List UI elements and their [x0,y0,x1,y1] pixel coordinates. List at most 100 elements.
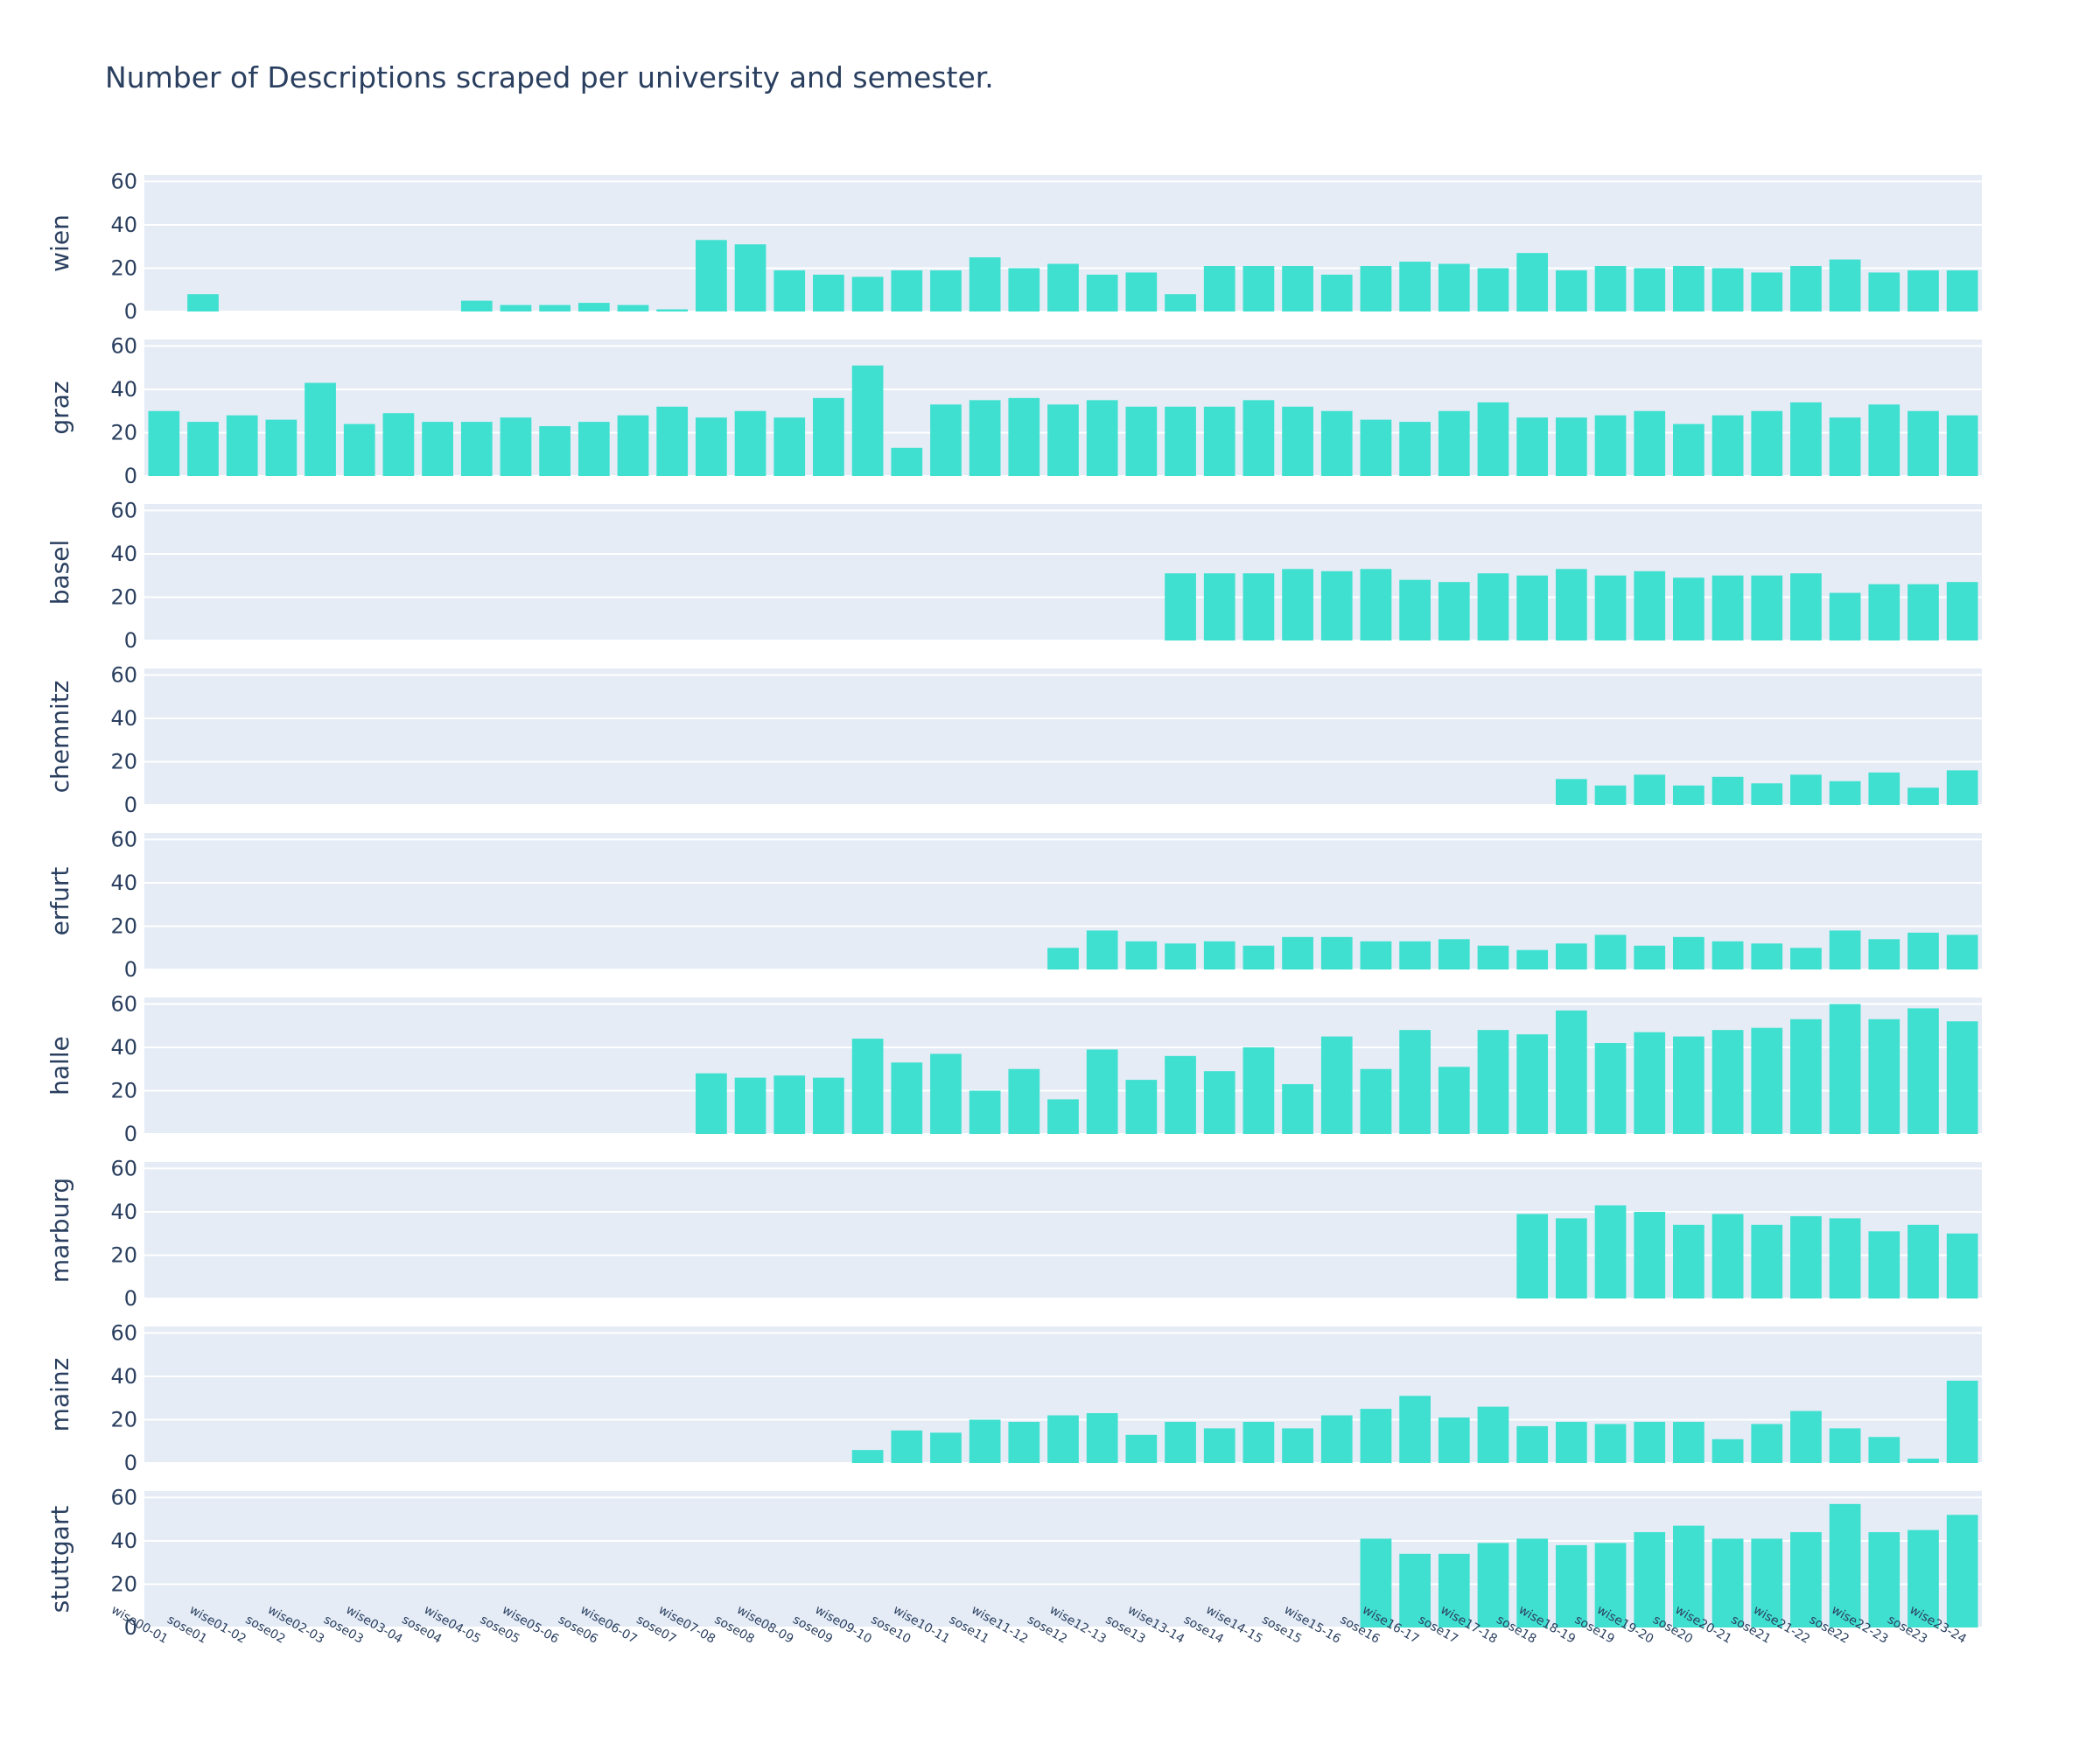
y-axis-label-erfurt: erfurt [46,867,74,936]
y-tick-label: 0 [124,1451,137,1475]
bar-chemnitz-wise23-24 [1946,770,1978,805]
bar-halle-sose22 [1829,1004,1861,1134]
bar-wien-sose13 [1125,272,1158,312]
bar-mainz-wise12-13 [1086,1413,1118,1463]
bar-mainz-wise18-19 [1555,1421,1587,1463]
bar-stuttgart-wise21-22 [1790,1532,1822,1628]
panels: 0 20 40 60 wien 0 20 40 60 graz 0 20 40 60 basel 0 20 40 6… [46,169,1982,1640]
y-axis-label-mainz: mainz [46,1358,74,1432]
bar-marburg-sose20 [1673,1224,1704,1298]
bar-wien-sose20 [1673,266,1704,312]
y-axis-label-wien: wien [46,214,74,272]
bar-mainz-sose22 [1829,1428,1861,1463]
bar-wien-sose22 [1829,259,1861,312]
bar-basel-wise13-14 [1165,573,1196,640]
bar-marburg-sose19 [1594,1205,1627,1298]
bar-basel-wise19-20 [1634,570,1666,640]
bar-halle-wise12-13 [1086,1049,1118,1134]
bar-mainz-sose18 [1516,1425,1549,1463]
bar-basel-wise15-16 [1320,570,1353,640]
bar-mainz-wise22-23 [1868,1437,1900,1463]
bar-graz-sose11 [969,400,1001,476]
bar-basel-wise17-18 [1477,573,1509,640]
bar-erfurt-sose22 [1829,930,1861,970]
bar-wien-wise06-07 [617,304,649,312]
bar-wien-wise19-20 [1634,268,1666,312]
bar-mainz-sose11 [969,1419,1001,1463]
bar-mainz-sose16 [1360,1409,1392,1463]
y-tick-label: 0 [124,1122,137,1146]
bar-wien-wise12-13 [1086,274,1118,312]
bar-graz-sose03 [343,424,375,476]
y-tick-label: 40 [110,871,137,895]
bar-mainz-sose19 [1594,1424,1627,1463]
bar-halle-sose18 [1516,1034,1549,1134]
bar-mainz-wise15-16 [1320,1415,1353,1463]
bar-stuttgart-wise19-20 [1634,1532,1666,1628]
bar-erfurt-wise14-15 [1242,945,1275,970]
y-tick-label: 40 [110,377,137,402]
bar-basel-wise16-17 [1399,579,1431,640]
bar-wien-wise04-05 [460,300,493,312]
plot-area-chemnitz [144,668,1982,805]
bar-halle-sose17 [1438,1067,1470,1134]
bar-graz-wise16-17 [1399,422,1431,476]
bar-graz-wise23-24 [1946,415,1978,476]
bar-graz-wise11-12 [1008,397,1040,476]
bar-mainz-wise13-14 [1165,1421,1196,1463]
bar-graz-wise19-20 [1634,410,1666,476]
bar-graz-wise05-06 [539,426,571,476]
bar-halle-sose16 [1360,1068,1392,1134]
bar-stuttgart-wise17-18 [1477,1543,1509,1628]
bar-erfurt-wise21-22 [1790,948,1822,970]
bar-halle-wise09-10 [851,1039,884,1134]
bar-erfurt-sose12 [1047,948,1079,970]
panel-stuttgart: 0 20 40 60 stuttgart [46,1485,1982,1640]
bar-basel-wise20-21 [1712,575,1744,640]
bar-mainz-wise21-22 [1790,1410,1822,1463]
bar-chemnitz-sose21 [1751,783,1783,805]
bar-wien-sose10 [891,270,923,312]
bar-basel-sose21 [1751,575,1783,640]
bar-wien-wise18-19 [1555,270,1587,312]
bar-wien-sose06 [578,303,610,312]
bar-wien-wise05-06 [539,304,571,312]
bar-wien-wise10-11 [930,270,962,312]
y-axis-label-stuttgart: stuttgart [46,1506,74,1614]
bar-wien-wise13-14 [1165,294,1196,312]
bar-erfurt-sose16 [1360,941,1392,970]
bar-graz-wise10-11 [930,404,962,476]
bar-mainz-wise17-18 [1477,1406,1509,1463]
y-tick-label: 60 [110,1485,137,1509]
bar-erfurt-sose20 [1673,936,1704,970]
bar-wien-wise11-12 [1008,268,1040,312]
bar-marburg-sose23 [1908,1224,1939,1298]
bar-mainz-sose10 [891,1430,923,1463]
bar-graz-sose20 [1673,424,1704,476]
bar-erfurt-wise12-13 [1086,930,1118,970]
y-tick-label: 20 [110,1407,137,1432]
bar-graz-sose17 [1438,410,1470,476]
bar-graz-sose07 [656,406,689,476]
bar-marburg-sose22 [1829,1218,1861,1298]
bar-basel-wise23-24 [1946,582,1978,640]
bar-basel-sose15 [1282,569,1313,640]
bar-graz-sose12 [1047,404,1079,476]
bar-erfurt-sose14 [1203,941,1236,970]
bar-halle-sose13 [1125,1080,1158,1134]
bar-basel-sose20 [1673,578,1704,640]
bar-wien-sose15 [1282,266,1313,312]
bar-erfurt-wise18-19 [1555,943,1587,970]
bar-basel-sose16 [1360,569,1392,640]
panel-graz: 0 20 40 60 graz [46,333,1982,488]
bar-graz-sose05 [500,417,532,476]
bar-wien-sose08 [734,244,766,312]
bar-chemnitz-wise20-21 [1712,776,1744,805]
y-axis-label-halle: halle [46,1036,74,1096]
bar-wien-sose01 [187,294,219,312]
bar-wien-sose11 [969,257,1001,312]
bar-erfurt-wise22-23 [1868,939,1900,970]
bar-wien-sose21 [1751,272,1783,312]
bar-basel-wise18-19 [1555,569,1587,640]
bar-chemnitz-sose22 [1829,780,1861,805]
